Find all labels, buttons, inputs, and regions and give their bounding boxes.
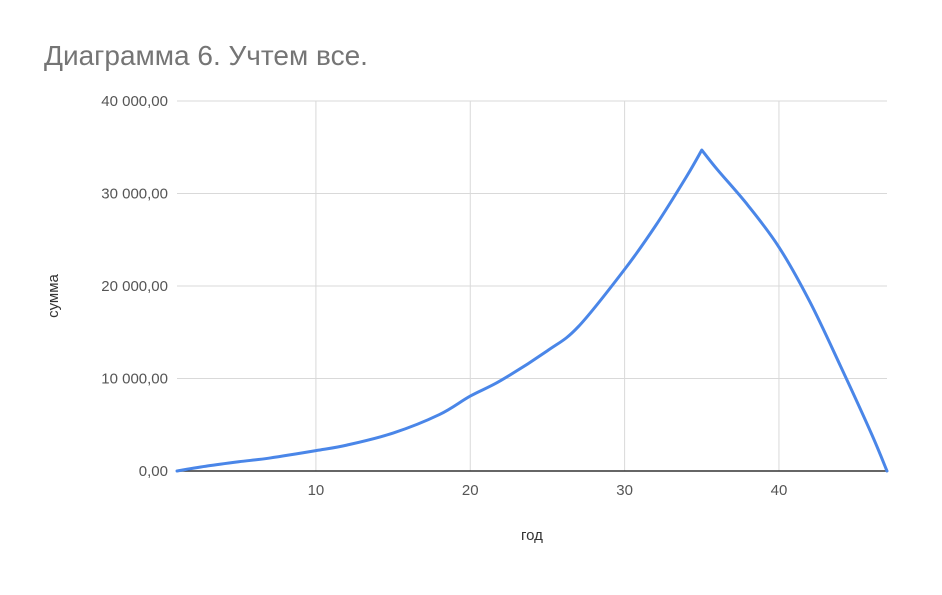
x-tick-label: 30 [616,482,633,499]
y-axis-label: сумма [45,273,62,317]
y-tick-label: 10 000,00 [101,371,168,388]
x-tick-label: 10 [308,482,325,499]
x-axis-label: год [521,527,543,544]
y-tick-label: 20 000,00 [101,278,168,295]
x-tick-label: 40 [771,482,788,499]
y-axis-ticks: 0,00 10 000,00 20 000,00 30 000,00 40 000,00 [101,93,168,480]
y-tick-label: 0,00 [139,463,168,480]
series-line [175,148,889,473]
chart-title: Диаграмма 6. Учтем все. [44,40,368,71]
y-tick-label: 40 000,00 [101,93,168,110]
x-tick-label: 20 [462,482,479,499]
y-tick-label: 30 000,00 [101,186,168,203]
grid [177,100,887,471]
x-axis-ticks: 10 20 30 40 [308,482,788,499]
